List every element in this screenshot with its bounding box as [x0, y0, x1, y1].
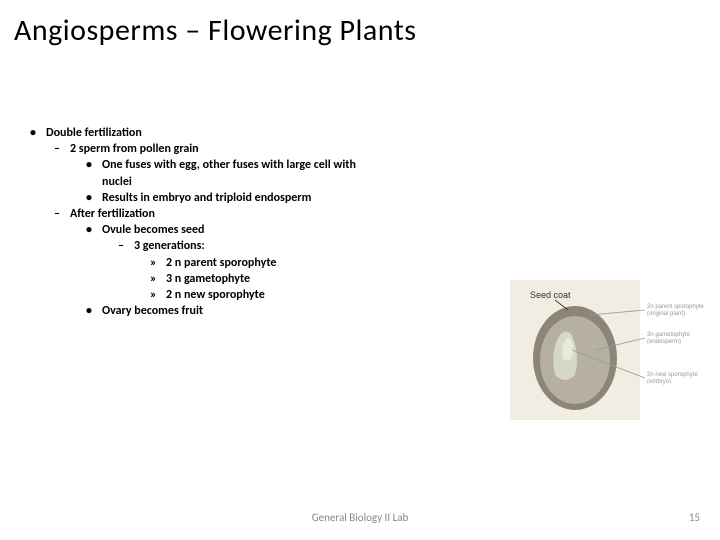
slide-title: Angiosperms – Flowering Plants	[0, 0, 720, 49]
seed-diagram-svg: Seed coat 2n parent sporophyte (original…	[510, 280, 710, 420]
svg-text:(embryo): (embryo)	[647, 379, 671, 385]
bullet-lvl2: Results in embryo and triploid endosperm	[86, 190, 386, 206]
annot-new-sporophyte: 2n new sporophyte	[647, 372, 698, 378]
bullet-lvl1: After fertilization	[54, 206, 386, 222]
bullet-lvl3: 3 generations:	[118, 238, 386, 254]
annot-gametophyte: 3n gametophyte	[647, 332, 691, 338]
bullet-lvl4: 3 n gametophyte	[150, 271, 386, 287]
bullet-lvl4: 2 n new sporophyte	[150, 287, 386, 303]
page-number: 15	[689, 511, 700, 524]
bullet-lvl2: Ovary becomes fruit	[86, 303, 386, 319]
annot-parent-sporophyte: 2n parent sporophyte	[647, 304, 704, 310]
bullet-lvl1: 2 sperm from pollen grain	[54, 141, 386, 157]
seed-coat-label: Seed coat	[530, 290, 571, 300]
bullet-lvl0: Double fertilization	[30, 125, 386, 141]
bullet-lvl2: Ovule becomes seed	[86, 222, 386, 238]
seed-diagram: Seed coat 2n parent sporophyte (original…	[510, 280, 710, 420]
bullet-lvl4: 2 n parent sporophyte	[150, 255, 386, 271]
bullet-lvl2: One fuses with egg, other fuses with lar…	[86, 157, 386, 189]
svg-text:(endosperm): (endosperm)	[647, 339, 681, 345]
content-outline: Double fertilization 2 sperm from pollen…	[30, 125, 386, 319]
svg-text:(original plant): (original plant)	[647, 311, 685, 317]
footer-center: General Biology II Lab	[0, 511, 720, 524]
